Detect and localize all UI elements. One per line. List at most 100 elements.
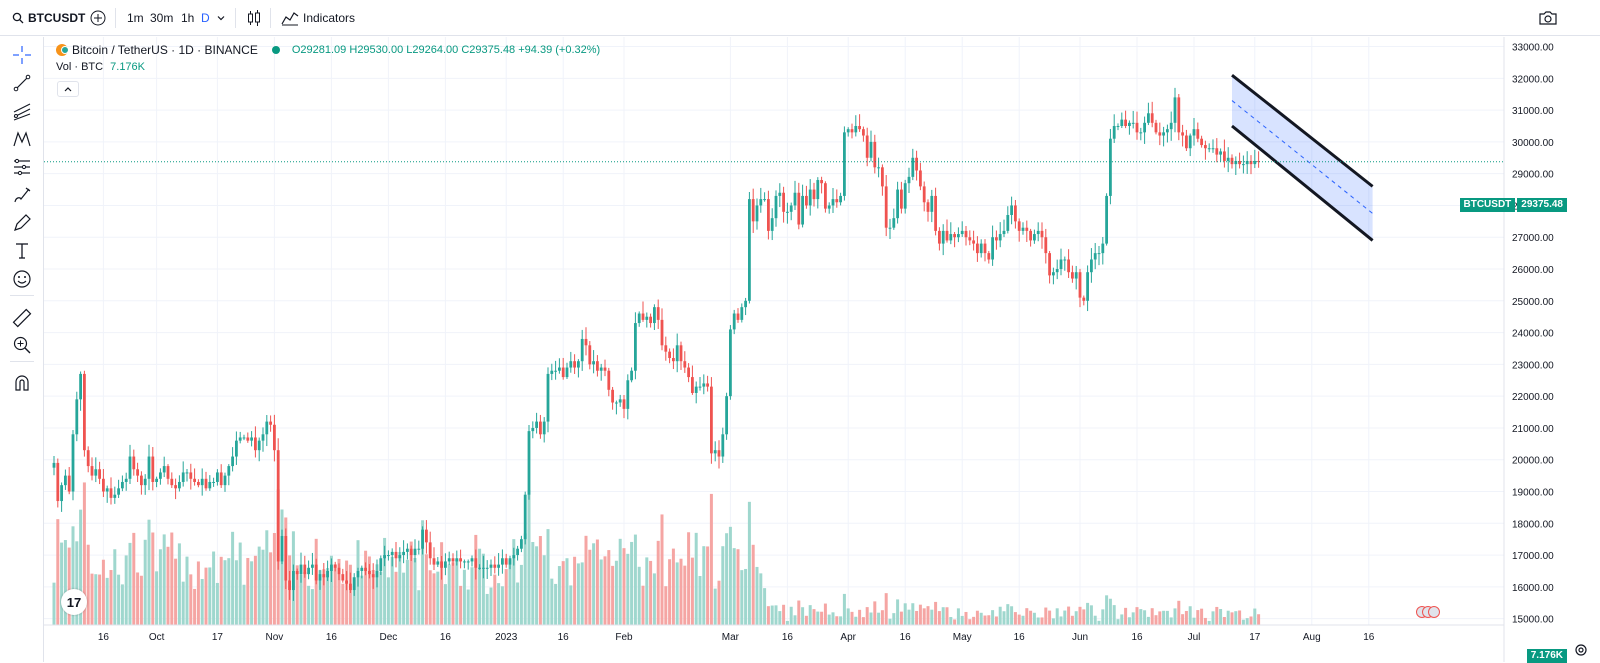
candle-body	[318, 574, 322, 581]
candle-body	[569, 361, 573, 368]
chart-settings-button[interactable]	[1574, 643, 1588, 662]
interval-1d[interactable]: D	[201, 0, 210, 36]
volume-bar	[573, 556, 577, 625]
candle	[1112, 114, 1116, 144]
time-tick-label: 16	[326, 632, 338, 643]
candle	[1238, 152, 1241, 169]
volume-bar	[242, 584, 246, 625]
candle	[968, 230, 972, 246]
candle-body	[444, 561, 447, 568]
brush-tool[interactable]	[11, 184, 33, 206]
price-tick-label: 25000.00	[1512, 297, 1554, 308]
candle-body	[1169, 122, 1173, 130]
candle	[1074, 265, 1078, 290]
crosshair-tool[interactable]	[11, 44, 33, 66]
volume-bar	[1253, 608, 1257, 625]
candle-body	[934, 195, 937, 231]
volume-bar	[303, 571, 307, 625]
candle-body	[523, 494, 527, 540]
pattern-tool[interactable]	[11, 128, 33, 150]
candle-body	[839, 195, 842, 203]
volume-bar	[421, 520, 425, 625]
candle	[269, 415, 272, 432]
ruler-tool[interactable]	[11, 307, 33, 329]
indicators-button[interactable]: Indicators	[281, 0, 355, 36]
trendline-tool[interactable]	[11, 72, 33, 94]
candle-body	[732, 313, 736, 330]
candle	[751, 188, 755, 233]
emoji-icon	[13, 270, 31, 288]
candle	[592, 350, 595, 374]
candle	[60, 482, 63, 512]
volume-bar	[360, 575, 364, 625]
candle-body	[1150, 113, 1154, 123]
symbol-search[interactable]: BTCUSDT	[12, 0, 85, 36]
tradingview-logo[interactable]: 17	[61, 589, 87, 615]
candle	[645, 312, 649, 328]
candle-body	[820, 180, 823, 184]
volume-bar	[782, 604, 786, 625]
forecast-tool[interactable]	[11, 156, 33, 178]
interval-30m[interactable]: 30m	[150, 0, 173, 36]
pen-tool[interactable]	[11, 212, 33, 234]
candle-body	[1166, 129, 1169, 133]
candle	[858, 114, 861, 132]
candle-body	[1010, 205, 1013, 215]
event-markers[interactable]	[1416, 606, 1440, 618]
candle-body	[835, 199, 839, 203]
candle-body	[698, 386, 702, 388]
chart-pane[interactable]: 33000.00 32000.00 31000.00 30000.00 29000.00…	[44, 37, 1600, 663]
volume-bar	[614, 560, 618, 625]
magnet-tool[interactable]	[11, 372, 33, 394]
candle-body	[1014, 205, 1017, 222]
volume-bar	[208, 567, 212, 625]
candle	[786, 202, 789, 224]
candle	[1025, 220, 1029, 242]
candle-body	[151, 456, 155, 482]
volume-bar	[390, 556, 394, 625]
interval-1m[interactable]: 1m	[127, 0, 144, 36]
candle-body	[580, 338, 584, 362]
candle-body	[622, 399, 626, 409]
candle	[1109, 128, 1112, 205]
screenshot-button[interactable]	[1538, 0, 1558, 36]
candle-body	[558, 367, 561, 371]
interval-dropdown[interactable]	[216, 0, 226, 36]
candle-body	[136, 469, 139, 476]
candle-body	[664, 345, 668, 352]
volume-bar	[257, 546, 261, 625]
candle-body	[421, 529, 424, 549]
price-chart[interactable]: 33000.00 32000.00 31000.00 30000.00 29000.00…	[44, 37, 1600, 662]
volume-bar	[930, 609, 934, 625]
candle-body	[1223, 151, 1226, 161]
collapse-legend-button[interactable]	[57, 81, 79, 97]
compare-button[interactable]	[90, 0, 106, 36]
text-tool[interactable]	[11, 240, 33, 262]
candle	[888, 218, 892, 240]
chart-type-button[interactable]	[246, 0, 262, 36]
candle-body	[485, 567, 489, 569]
candle-body	[854, 125, 858, 133]
zoom-tool[interactable]	[11, 334, 33, 356]
candle	[200, 468, 204, 496]
candle-body	[770, 218, 774, 231]
us-flag-icon[interactable]	[1428, 606, 1440, 618]
candle	[839, 192, 842, 206]
candle-body	[744, 300, 747, 308]
emoji-tool[interactable]	[11, 268, 33, 290]
interval-1h[interactable]: 1h	[181, 0, 194, 36]
volume-bar	[652, 573, 656, 625]
volume-bar	[687, 532, 691, 625]
candle-body	[390, 551, 394, 556]
candle-body	[1006, 214, 1010, 231]
candle-body	[679, 345, 683, 362]
volume-bar	[983, 615, 987, 625]
candle	[1257, 151, 1260, 168]
candle	[117, 479, 120, 498]
volume-bars	[52, 482, 1261, 625]
candle	[303, 555, 307, 578]
candle-body	[223, 475, 227, 486]
candle-body	[801, 195, 804, 225]
fib-tool[interactable]	[11, 100, 33, 122]
candle	[983, 239, 987, 262]
